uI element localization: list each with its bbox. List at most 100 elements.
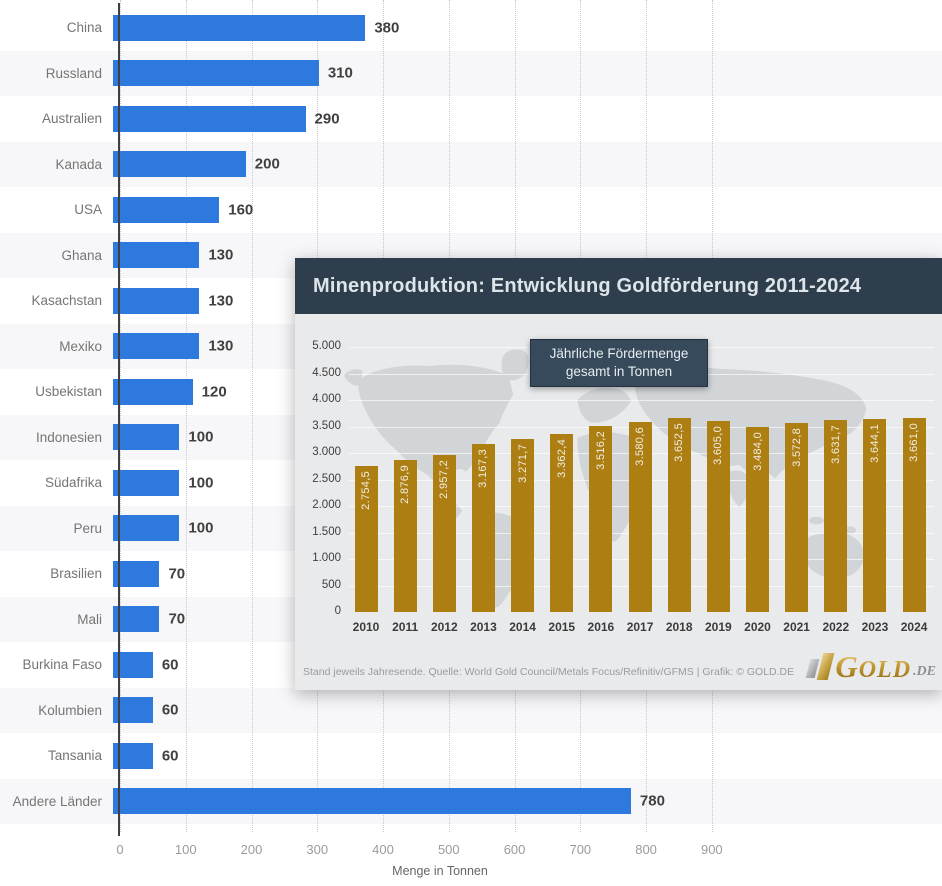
country-bar	[113, 151, 246, 177]
country-label: China	[66, 20, 102, 36]
panel-title: Minenproduktion: Entwicklung Goldförderu…	[295, 258, 942, 314]
bar-plot-cell: 130	[112, 278, 942, 324]
bar-row: Peru 100	[0, 506, 942, 552]
x-axis: 0 100 200 300 400 500 600 700 800 900	[116, 842, 942, 860]
country-label: Burkina Faso	[22, 657, 102, 673]
country-value: 380	[374, 19, 400, 37]
country-value: 60	[161, 747, 179, 765]
year-bar: 3.484,0	[746, 427, 769, 612]
x-tick-label: 900	[700, 842, 723, 857]
country-value: 130	[208, 292, 234, 310]
year-label: 2019	[704, 620, 732, 634]
x-tick-label: 600	[503, 842, 526, 857]
y-tick-label: 3.000	[312, 446, 341, 458]
year-bar: 3.644,1	[863, 418, 887, 612]
year-bar: 3.572,8	[785, 422, 809, 612]
year-bar-value: 3.271,7	[516, 443, 529, 483]
year-bar-value: 3.484,0	[751, 432, 764, 472]
country-label: Kasachstan	[31, 293, 102, 309]
country-value: 120	[201, 383, 227, 401]
year-bar: 2.876,9	[393, 459, 417, 612]
country-value: 60	[161, 701, 179, 719]
country-label: Tansania	[47, 748, 102, 764]
bar-row: Indonesien 100	[0, 415, 942, 461]
bar-plot-cell: 60	[112, 733, 942, 779]
bar-row: USA 160	[0, 187, 942, 233]
bar-row: Usbekistan 120	[0, 369, 942, 415]
x-tick-label: 400	[372, 842, 394, 857]
country-value: 130	[208, 337, 234, 355]
country-bar	[113, 14, 366, 41]
country-label: USA	[74, 202, 102, 218]
country-label: Australien	[41, 111, 102, 127]
year-bar-value: 3.605,0	[712, 425, 725, 465]
country-bar	[113, 287, 200, 314]
country-label: Russland	[45, 65, 102, 81]
country-value: 100	[188, 519, 214, 537]
y-tick-label: 500	[321, 578, 341, 591]
year-bar: 3.362,4	[550, 433, 574, 612]
y-axis-line	[118, 3, 120, 836]
bar-plot-cell: 200	[112, 142, 942, 188]
x-tick-label: 200	[240, 842, 263, 857]
bar-plot-cell: 100	[112, 460, 942, 506]
year-bar: 3.516,2	[589, 425, 613, 612]
annotation-tooltip: Jährliche Fördermenge gesamt in Tonnen	[530, 339, 708, 387]
year-bar: 3.631,7	[824, 419, 848, 612]
bar-plot-cell: 290	[112, 96, 942, 142]
country-bar	[113, 242, 200, 268]
bar-row: Kolumbien 60	[0, 688, 942, 734]
bar-row: Kasachstan 130	[0, 278, 942, 324]
year-bar-value: 2.754,5	[360, 471, 372, 510]
country-value: 290	[314, 110, 340, 128]
year-bar-value: 3.572,8	[790, 427, 803, 467]
bar-row: Ghana 130	[0, 233, 942, 279]
year-bar-value: 2.957,2	[438, 460, 451, 500]
x-axis-title: Menge in Tonnen	[392, 864, 488, 878]
year-bar: 3.652,5	[667, 418, 691, 612]
year-bar-value: 3.644,1	[868, 423, 881, 463]
y-tick-label: 0	[334, 605, 341, 617]
bar-row: Russland 310	[0, 51, 942, 97]
year-bar-value: 3.661,0	[908, 422, 921, 462]
bar-rows: China 380 Russland 310 Australien 290 Kanada 20…	[0, 5, 942, 824]
tooltip-line-1: Jährliche Fördermenge	[549, 345, 689, 361]
bar-plot-cell: 100	[112, 415, 942, 461]
country-label: Andere Länder	[12, 793, 102, 809]
country-bar	[113, 333, 200, 359]
year-bar: 3.580,6	[628, 422, 652, 612]
x-tick-label: 0	[116, 842, 124, 857]
country-label: Kolumbien	[38, 702, 102, 718]
country-value: 70	[168, 565, 186, 583]
year-bar: 3.271,7	[511, 438, 535, 612]
gold-panel: Minenproduktion: Entwicklung Goldförderu…	[295, 258, 942, 690]
y-tick-label: 3.500	[312, 419, 341, 432]
logo-bar-gold-icon	[816, 653, 835, 680]
year-bar-value: 3.580,6	[634, 427, 647, 467]
bar-plot-cell: 160	[112, 187, 942, 233]
x-tick-label: 800	[635, 842, 657, 857]
y-tick-label: 4.500	[312, 366, 341, 379]
year-label: 2014	[509, 620, 536, 634]
row-stripe	[0, 687, 942, 733]
panel-footer: Stand jeweils Jahresende. Quelle: World …	[303, 651, 936, 682]
bar-row: Südafrika 100	[0, 460, 942, 506]
panel-body: Jährliche Fördermenge gesamt in Tonnen S…	[295, 314, 942, 690]
year-label: 2016	[587, 620, 615, 634]
bar-plot-cell: 310	[112, 51, 942, 97]
bar-row: China 380	[0, 5, 942, 51]
x-tick-label: 700	[569, 842, 592, 857]
country-value: 780	[639, 792, 665, 810]
year-bar-value: 3.631,7	[829, 424, 842, 464]
country-value: 310	[327, 64, 353, 82]
country-label: Indonesien	[35, 429, 102, 445]
year-label: 2017	[626, 620, 654, 634]
logo-suffix: .DE	[913, 664, 936, 679]
y-tick-label: 2.000	[312, 499, 341, 511]
y-gridline	[349, 400, 934, 401]
x-tick-label: 500	[437, 842, 460, 857]
bar-plot-cell: 130	[112, 233, 942, 279]
country-label: Brasilien	[50, 566, 102, 582]
year-bar: 3.167,3	[471, 444, 495, 612]
year-bar: 2.957,2	[432, 455, 456, 612]
